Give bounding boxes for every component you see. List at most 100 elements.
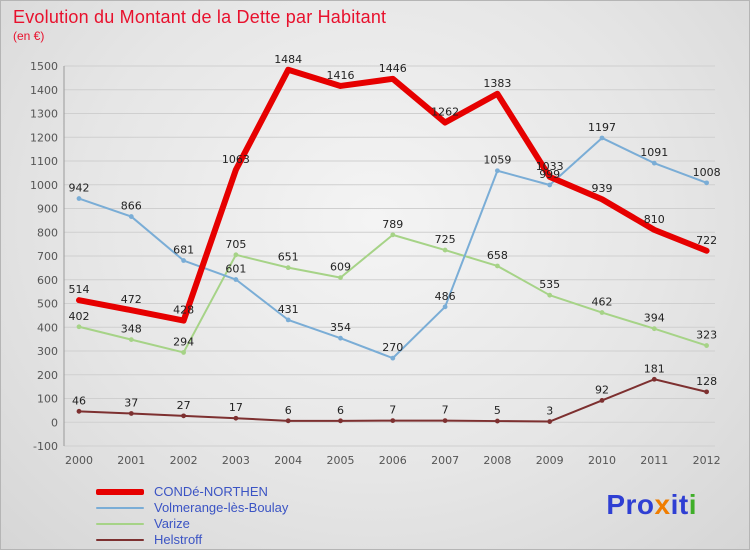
value-label: 462	[592, 296, 613, 309]
y-axis-label: 200	[37, 369, 58, 382]
value-label: 725	[435, 233, 456, 246]
x-axis-label: 2003	[222, 454, 250, 467]
value-label: 92	[595, 383, 609, 396]
value-label: 37	[124, 396, 138, 409]
data-point	[181, 350, 187, 355]
y-axis-label: 700	[37, 250, 58, 263]
x-axis-label: 2007	[431, 454, 459, 467]
value-label: 128	[696, 375, 717, 388]
value-label: 402	[69, 310, 90, 323]
x-axis-label: 2010	[588, 454, 616, 467]
data-point	[495, 168, 500, 174]
value-label: 810	[644, 213, 665, 226]
data-point	[390, 355, 396, 361]
data-point	[233, 277, 239, 282]
data-point	[128, 411, 134, 416]
legend-label-helstroff: Helstroff	[154, 532, 203, 547]
value-label: 866	[121, 200, 142, 213]
legend-swatch-volmerange	[96, 506, 144, 509]
value-label: 348	[121, 323, 142, 336]
value-label: 651	[278, 251, 299, 264]
data-point	[338, 335, 343, 341]
value-label: 1262	[431, 106, 459, 119]
data-point	[704, 389, 709, 395]
value-label: 658	[487, 249, 508, 262]
y-axis-label: 1100	[30, 155, 58, 168]
legend-label-conde-northen: CONDé-NORTHEN	[154, 484, 268, 499]
data-point	[338, 275, 343, 281]
value-label: 17	[229, 401, 243, 414]
data-point	[76, 324, 82, 330]
data-point	[338, 418, 343, 424]
series-line-0	[76, 66, 710, 324]
y-axis-label: 1200	[30, 131, 58, 144]
value-label: 46	[72, 394, 86, 407]
value-label: 1416	[327, 69, 355, 82]
data-point	[651, 326, 657, 332]
x-axis-label: 2006	[379, 454, 407, 467]
x-axis-label: 2011	[640, 454, 668, 467]
value-label: 294	[173, 335, 194, 348]
value-label: 486	[435, 290, 456, 303]
value-label: 999	[539, 168, 560, 181]
x-axis-label: 2001	[117, 454, 145, 467]
y-axis-label: 800	[37, 226, 58, 239]
value-label: 3	[546, 405, 553, 418]
data-point	[599, 398, 605, 403]
data-point	[495, 263, 500, 269]
x-axis-label: 2008	[483, 454, 511, 467]
value-label: 431	[278, 303, 299, 316]
value-label: 472	[121, 293, 142, 306]
data-point	[704, 343, 709, 348]
data-point	[547, 182, 553, 188]
legend-swatch-varize	[96, 522, 144, 525]
x-axis-label: 2004	[274, 454, 302, 467]
value-label: 6	[337, 404, 344, 417]
proxiti-logo: Proxiti	[606, 489, 697, 521]
value-label: 5	[494, 404, 501, 417]
value-label: 681	[173, 244, 194, 257]
legend-label-varize: Varize	[154, 516, 190, 531]
y-axis-label: 300	[37, 345, 58, 358]
data-point	[233, 415, 239, 421]
page-title: Evolution du Montant de la Dette par Hab…	[13, 7, 387, 27]
data-point	[128, 214, 134, 219]
value-label: 1063	[222, 153, 250, 166]
value-label: 270	[382, 341, 403, 354]
legend-swatch-conde-northen	[96, 488, 144, 495]
value-label: 1484	[274, 53, 302, 66]
legend-item-volmerange: Volmerange-lès-Boulay	[96, 500, 288, 515]
y-axis-label: 1500	[30, 60, 58, 73]
data-point	[128, 337, 134, 342]
data-point	[599, 310, 605, 315]
legend: CONDé-NORTHEN Volmerange-lès-Boulay Vari…	[96, 484, 288, 547]
data-point	[181, 258, 187, 263]
y-axis-label: 1300	[30, 108, 58, 121]
logo-letter-0: Pro	[606, 489, 655, 520]
x-axis-label: 2002	[170, 454, 198, 467]
legend-swatch-helstroff	[96, 538, 144, 541]
value-label: 1059	[483, 154, 511, 167]
data-point	[704, 180, 709, 186]
data-point	[442, 304, 448, 310]
y-axis-label: 0	[51, 416, 58, 429]
data-point	[285, 418, 291, 424]
data-point	[285, 265, 291, 271]
value-label: 6	[285, 404, 292, 417]
y-axis-label: 100	[37, 393, 58, 406]
y-axis-label: 600	[37, 274, 58, 287]
value-label: 1008	[693, 166, 721, 179]
legend-label-volmerange: Volmerange-lès-Boulay	[154, 500, 289, 515]
data-point	[233, 252, 239, 258]
value-label: 1383	[483, 77, 511, 90]
y-axis-label: 1400	[30, 84, 58, 97]
data-point	[76, 196, 82, 201]
value-label: 7	[442, 404, 449, 417]
x-axis-label: 2009	[536, 454, 564, 467]
value-label: 428	[173, 304, 194, 317]
data-point	[599, 135, 605, 141]
data-point	[390, 232, 396, 238]
value-label: 1446	[379, 62, 407, 75]
value-label: 789	[382, 218, 403, 231]
data-point	[442, 418, 448, 423]
